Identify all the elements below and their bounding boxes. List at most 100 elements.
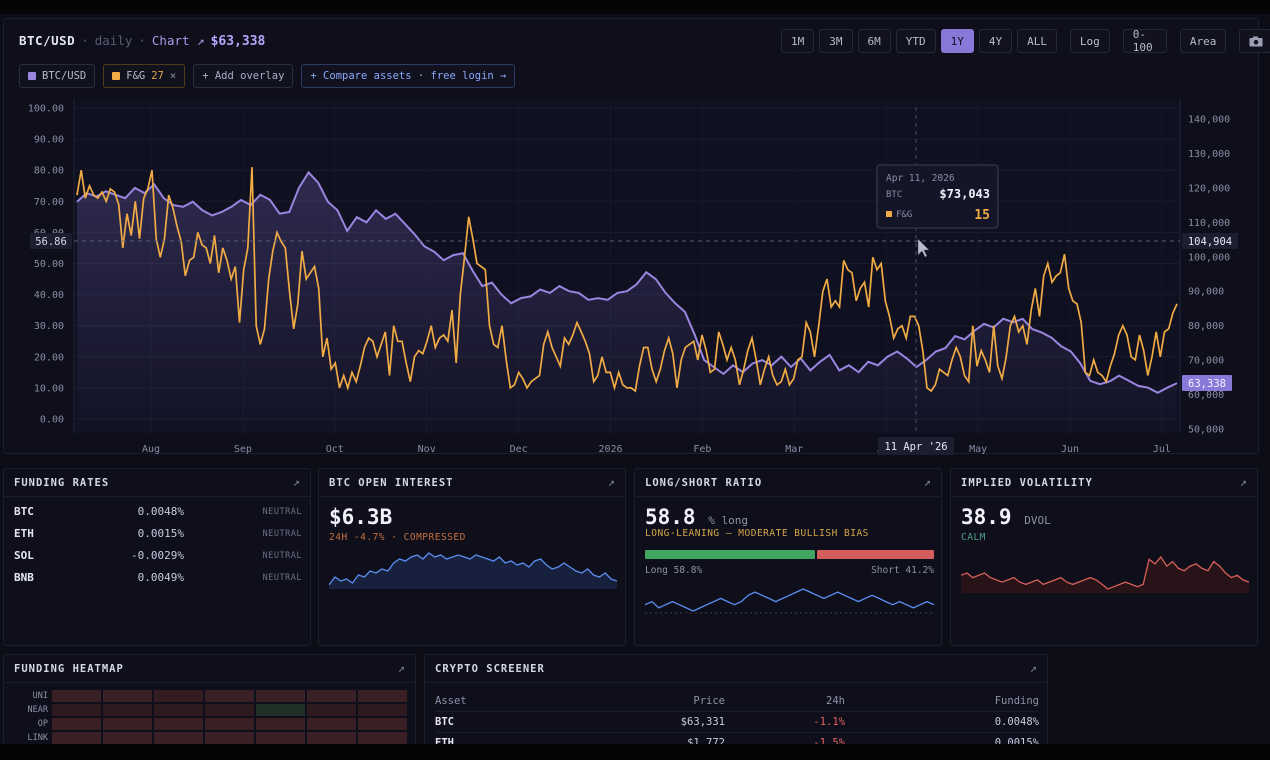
- card-title: IMPLIED VOLATILITY: [961, 477, 1093, 489]
- pair-label: BTC/USD: [19, 33, 76, 48]
- heatmap-cell[interactable]: [154, 732, 203, 744]
- heatmap-cell[interactable]: [103, 732, 152, 744]
- x-tick-label: Nov: [418, 444, 436, 455]
- col-price[interactable]: Price: [693, 695, 725, 707]
- heatmap-cell[interactable]: [256, 704, 305, 716]
- heatmap-cell[interactable]: [154, 718, 203, 730]
- right-tick-label: 60,000: [1188, 390, 1224, 401]
- funding-value: 0.0049%: [137, 571, 184, 584]
- screenshot-button[interactable]: [1239, 29, 1270, 53]
- funding-rates-card: FUNDING RATES ↗ BTC 0.0048% NEUTRAL ETH …: [3, 468, 311, 646]
- interval-label: daily: [94, 33, 133, 48]
- fg-chip-label: F&G: [126, 70, 146, 82]
- heatmap-cell[interactable]: [103, 690, 152, 702]
- long-fill: [645, 550, 815, 559]
- heatmap-cell[interactable]: [52, 704, 101, 716]
- price-cell: $1,772: [687, 737, 725, 746]
- range-3m[interactable]: 3M: [819, 29, 853, 53]
- dot-separator: ·: [138, 33, 146, 48]
- col-funding[interactable]: Funding: [994, 695, 1039, 707]
- expand-arrow-icon[interactable]: ↗: [1239, 475, 1247, 489]
- expand-arrow-icon[interactable]: ↗: [292, 475, 300, 489]
- range-4y[interactable]: 4Y: [978, 29, 1013, 53]
- heatmap-cell[interactable]: [358, 704, 407, 716]
- heatmap-cell[interactable]: [307, 704, 356, 716]
- heatmap-cell[interactable]: [154, 704, 203, 716]
- crosshair-date: 11 Apr '26: [884, 441, 947, 453]
- heatmap-cell[interactable]: [52, 690, 101, 702]
- expand-arrow-icon[interactable]: ↗: [1029, 661, 1037, 675]
- area-button[interactable]: Area: [1179, 29, 1227, 53]
- funding-tag: NEUTRAL: [262, 573, 302, 583]
- btc-series-chip[interactable]: BTC/USD: [19, 64, 96, 88]
- heatmap-cell[interactable]: [307, 690, 356, 702]
- compare-assets-button[interactable]: + Compare assets · free login →: [301, 64, 516, 88]
- heatmap-cell[interactable]: [358, 732, 407, 744]
- crosshair-date-badge: [878, 437, 954, 455]
- funding-value: 0.0048%: [137, 505, 184, 518]
- funding-value: -0.0029%: [131, 549, 184, 562]
- change-cell: -1.5%: [813, 737, 845, 746]
- chart-link[interactable]: Chart ↗: [151, 33, 205, 48]
- heatmap-cell[interactable]: [358, 718, 407, 730]
- table-header: Asset Price 24h Funding: [435, 691, 1039, 712]
- crosshair-right-value: 104,904: [1188, 236, 1232, 248]
- log-scale-button[interactable]: Log: [1069, 29, 1110, 53]
- heatmap-cell[interactable]: [103, 718, 152, 730]
- expand-arrow-icon[interactable]: ↗: [397, 661, 405, 675]
- card-title: FUNDING HEATMAP: [14, 663, 124, 675]
- open-interest-card: BTC OPEN INTEREST ↗ $6.3B 24H -4.7% · CO…: [318, 468, 626, 646]
- expand-arrow-icon[interactable]: ↗: [607, 475, 615, 489]
- col-asset[interactable]: Asset: [435, 695, 467, 707]
- heatmap-cell[interactable]: [307, 718, 356, 730]
- heatmap-cell[interactable]: [256, 690, 305, 702]
- add-overlay-button[interactable]: + Add overlay: [193, 64, 294, 88]
- table-row[interactable]: BTC $63,331 -1.1% 0.0048%: [435, 712, 1039, 733]
- short-label: Short 41.2%: [871, 565, 934, 576]
- heatmap-cell[interactable]: [205, 690, 254, 702]
- bottom-bezel: [0, 744, 1270, 760]
- asset-cell: ETH: [435, 737, 454, 746]
- range-1m[interactable]: 1M: [781, 29, 815, 53]
- heatmap-cell[interactable]: [52, 732, 101, 744]
- expand-arrow-icon[interactable]: ↗: [923, 475, 931, 489]
- range-6m[interactable]: 6M: [857, 29, 891, 53]
- heatmap-row-label: UNI: [32, 691, 48, 701]
- implied-volatility-card: IMPLIED VOLATILITY ↗ 38.9 DVOL CALM: [950, 468, 1258, 646]
- funding-tag: NEUTRAL: [262, 529, 302, 539]
- right-tick-label: 70,000: [1188, 356, 1224, 367]
- left-tick-label: 0.00: [40, 415, 64, 426]
- fg-series-chip[interactable]: F&G 27 ×: [103, 64, 186, 88]
- heatmap-cell[interactable]: [256, 732, 305, 744]
- funding-tag: NEUTRAL: [262, 507, 302, 517]
- heatmap-cell[interactable]: [256, 718, 305, 730]
- range-all[interactable]: ALL: [1017, 29, 1057, 53]
- tooltip: Apr 11, 2026 BTC $73,043 F&G 15: [876, 164, 999, 229]
- range-1y[interactable]: 1Y: [940, 29, 974, 53]
- heatmap-cell[interactable]: [307, 732, 356, 744]
- x-tick-label: Jun: [1061, 444, 1079, 455]
- tooltip-fg-label: F&G: [896, 210, 912, 220]
- long-short-labels: Long 58.8% Short 41.2%: [645, 565, 934, 576]
- open-interest-sub: 24H -4.7% · COMPRESSED: [329, 532, 466, 543]
- heatmap-cell[interactable]: [205, 732, 254, 744]
- right-tick-label: 120,000: [1188, 183, 1230, 194]
- price-chart[interactable]: AugSepOctNovDec2026FebMarAprMayJunJul100…: [4, 19, 1260, 455]
- funding-row: SOL -0.0029% NEUTRAL: [14, 549, 302, 562]
- table-row[interactable]: ETH $1,772 -1.5% 0.0015%: [435, 733, 1039, 746]
- heatmap-cell[interactable]: [103, 704, 152, 716]
- heatmap-cell[interactable]: [358, 690, 407, 702]
- left-tick-label: 70.00: [34, 197, 64, 208]
- normalize-button[interactable]: 0-100: [1122, 28, 1167, 54]
- heatmap-cell[interactable]: [52, 718, 101, 730]
- col-change[interactable]: 24h: [826, 695, 845, 707]
- card-title: LONG/SHORT RATIO: [645, 477, 763, 489]
- heatmap-cell[interactable]: [154, 690, 203, 702]
- range-ytd[interactable]: YTD: [895, 29, 936, 53]
- close-icon[interactable]: ×: [169, 70, 177, 82]
- heatmap-cell[interactable]: [205, 718, 254, 730]
- screener-table: Asset Price 24h Funding BTC $63,331 -1.1…: [435, 691, 1039, 746]
- ls-unit: % long: [708, 514, 748, 527]
- heatmap-cell[interactable]: [205, 704, 254, 716]
- btc-area: [77, 172, 1177, 433]
